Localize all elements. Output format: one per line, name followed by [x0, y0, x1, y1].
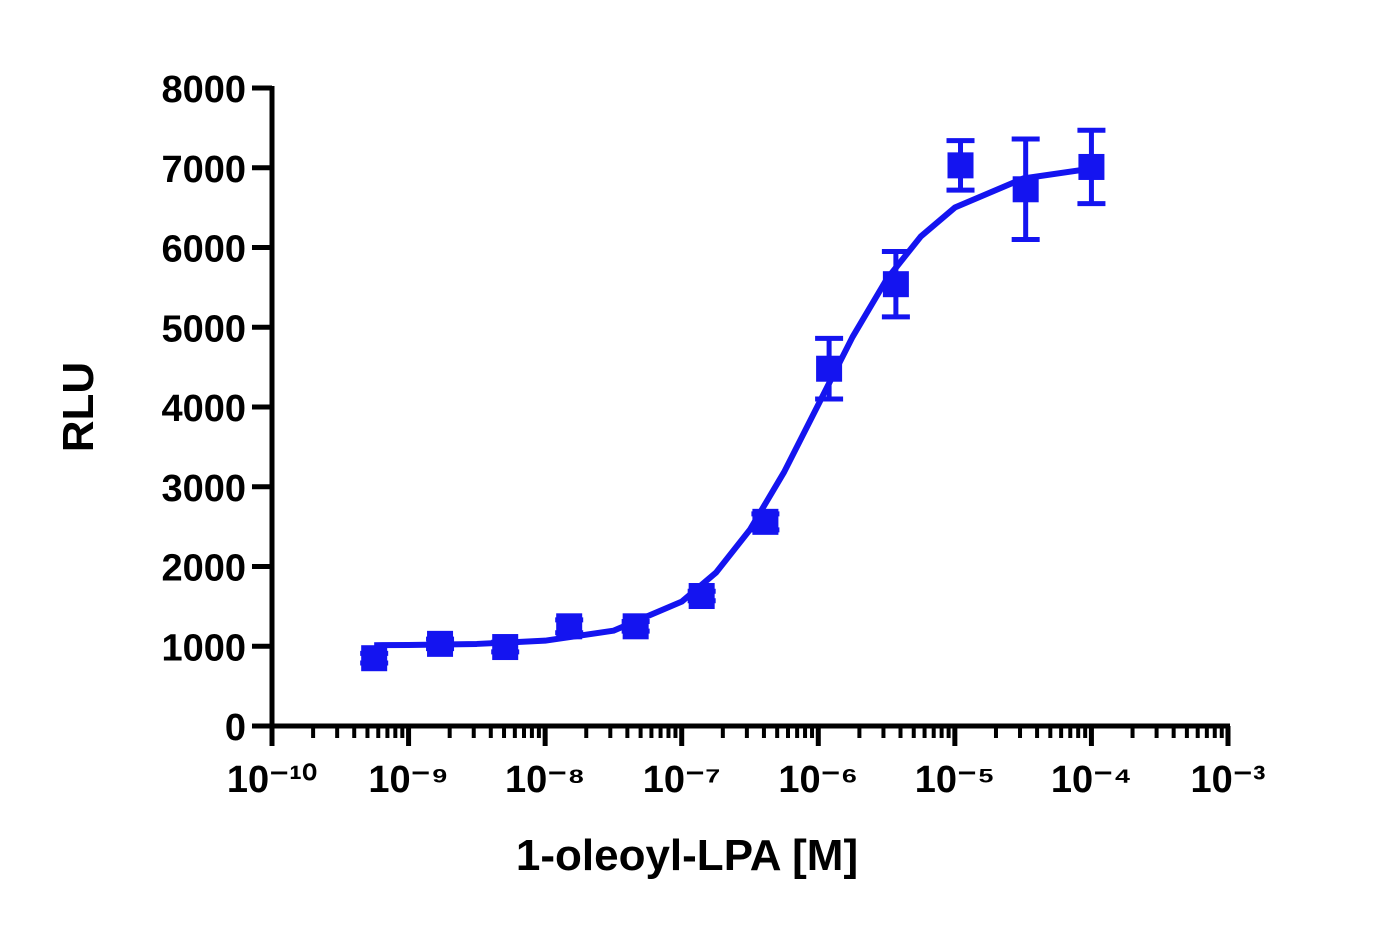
x-tick-label: 10⁻⁴ — [1051, 759, 1132, 801]
y-tick-label: 4000 — [161, 388, 246, 430]
x-tick-label: 10⁻⁸ — [505, 759, 585, 801]
fit-curve — [374, 165, 1092, 649]
data-point — [1012, 176, 1039, 203]
y-tick-label: 3000 — [161, 468, 246, 510]
x-tick-label: 10⁻³ — [1191, 759, 1266, 801]
y-tick-label: 7000 — [161, 149, 246, 191]
data-point — [361, 645, 388, 672]
data-point — [688, 583, 715, 610]
x-axis-title: 1-oleoyl-LPA [M] — [516, 831, 858, 880]
x-tick-label: 10⁻⁵ — [915, 759, 995, 801]
y-tick-label: 5000 — [161, 308, 246, 350]
data-point — [427, 630, 454, 657]
data-point — [492, 634, 519, 661]
x-tick-label: 10⁻¹⁰ — [227, 759, 317, 801]
y-axis-title: RLU — [54, 362, 103, 452]
y-tick-label: 8000 — [161, 69, 246, 111]
data-point — [622, 613, 649, 640]
x-tick-label: 10⁻⁹ — [368, 759, 448, 801]
y-tick-label: 0 — [225, 707, 246, 749]
x-tick-label: 10⁻⁷ — [643, 759, 721, 801]
data-point — [882, 271, 909, 298]
y-tick-label: 6000 — [161, 229, 246, 271]
y-tick-label: 1000 — [161, 627, 246, 669]
data-point — [816, 355, 843, 382]
data-point — [556, 613, 583, 640]
data-point — [752, 508, 779, 535]
data-point — [1078, 153, 1105, 180]
x-tick-label: 10⁻⁶ — [778, 759, 858, 801]
data-point — [947, 152, 974, 179]
y-tick-label: 2000 — [161, 548, 246, 590]
